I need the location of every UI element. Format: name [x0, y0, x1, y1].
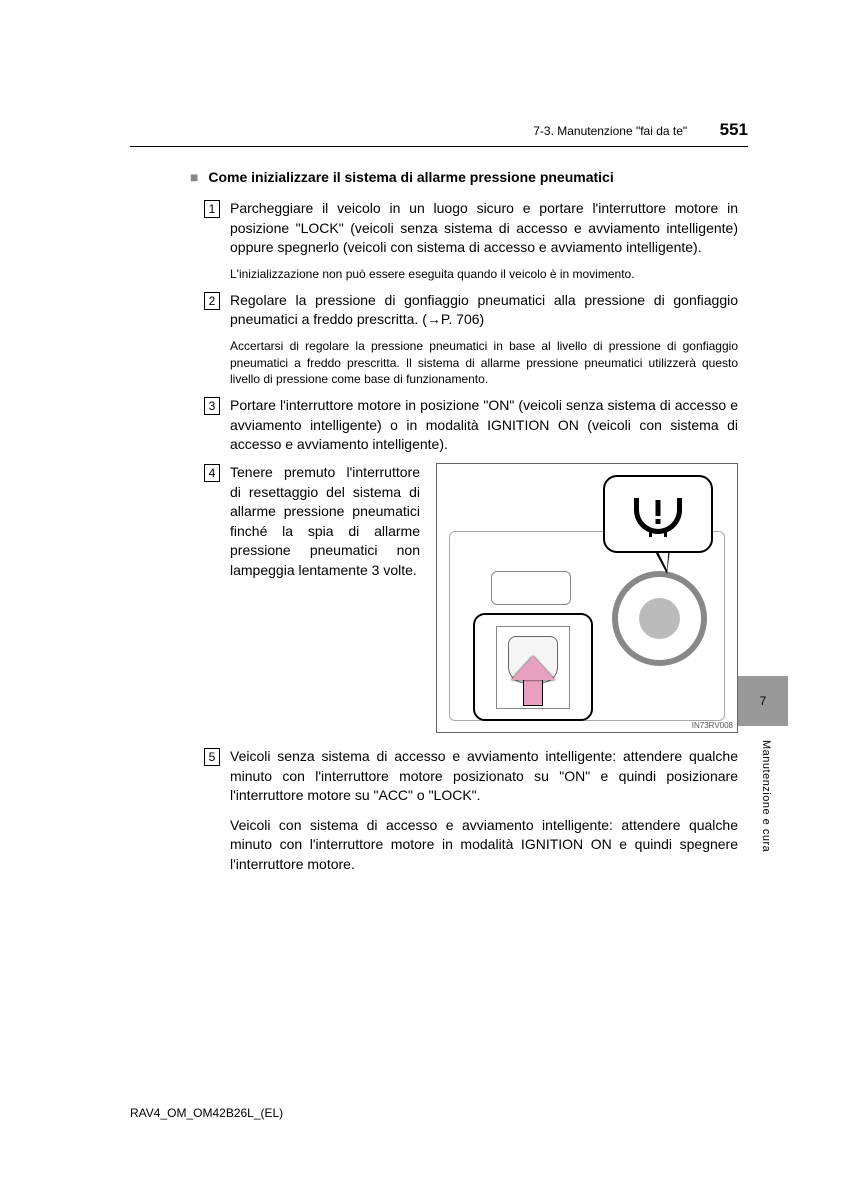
- footer-code: RAV4_OM_OM42B26L_(EL): [130, 1106, 283, 1120]
- tpms-warning-icon: [634, 494, 682, 534]
- step-4: 4 Tenere premuto l'interruttore di reset…: [190, 463, 738, 733]
- step-2: 2 Regolare la pressione di gonfiaggio pn…: [190, 291, 738, 389]
- instrument-cluster: [491, 571, 571, 605]
- content-area: ■ Come inizializzare il sistema di allar…: [130, 169, 748, 875]
- step-text: Portare l'interruttore motore in posizio…: [230, 396, 738, 455]
- section-heading: ■ Come inizializzare il sistema di allar…: [190, 169, 738, 185]
- button-panel: [496, 626, 570, 709]
- step-number-box: 1: [204, 200, 220, 218]
- section-label: 7-3. Manutenzione "fai da te": [533, 124, 687, 138]
- step-body: Regolare la pressione di gonfiaggio pneu…: [230, 291, 738, 389]
- tpms-callout: [603, 475, 713, 553]
- step-number-box: 3: [204, 397, 220, 415]
- chapter-tab: 7: [738, 676, 788, 726]
- step-body: Parcheggiare il veicolo in un luogo sicu…: [230, 199, 738, 283]
- step-body: Veicoli senza sistema di accesso e avvia…: [230, 747, 738, 875]
- step-text: Veicoli con sistema di accesso e avviame…: [230, 816, 738, 875]
- chapter-label: Manutenzione e cura: [760, 740, 772, 852]
- step-number-box: 5: [204, 748, 220, 766]
- dashboard-diagram: IN73RV008: [436, 463, 738, 733]
- step-5: 5 Veicoli senza sistema di accesso e avv…: [190, 747, 738, 875]
- press-arrow-icon: [511, 656, 555, 706]
- image-code: IN73RV008: [692, 721, 733, 730]
- square-bullet-icon: ■: [190, 169, 198, 185]
- heading-text: Come inizializzare il sistema di allarme…: [208, 169, 613, 185]
- step-note: L'inizializzazione non può essere esegui…: [230, 266, 738, 283]
- step-text: Tenere premuto l'interruttore di resetta…: [230, 463, 420, 581]
- step-body: Tenere premuto l'interruttore di resetta…: [230, 463, 420, 581]
- step-text: Veicoli senza sistema di accesso e avvia…: [230, 747, 738, 806]
- steering-wheel-icon: [612, 571, 707, 666]
- step-text: Parcheggiare il veicolo in un luogo sicu…: [230, 199, 738, 258]
- step-1: 1 Parcheggiare il veicolo in un luogo si…: [190, 199, 738, 283]
- chapter-number: 7: [760, 694, 767, 708]
- step-number-box: 4: [204, 464, 220, 482]
- reset-button-callout: [473, 613, 593, 721]
- page: 7-3. Manutenzione "fai da te" 551 ■ Come…: [0, 0, 848, 1200]
- step-note: Accertarsi di regolare la pressione pneu…: [230, 338, 738, 388]
- step-body: Portare l'interruttore motore in posizio…: [230, 396, 738, 455]
- step-number-box: 2: [204, 292, 220, 310]
- step-3: 3 Portare l'interruttore motore in posiz…: [190, 396, 738, 455]
- page-header: 7-3. Manutenzione "fai da te" 551: [130, 120, 748, 147]
- step-text: Regolare la pressione di gonfiaggio pneu…: [230, 291, 738, 330]
- page-number: 551: [720, 120, 748, 139]
